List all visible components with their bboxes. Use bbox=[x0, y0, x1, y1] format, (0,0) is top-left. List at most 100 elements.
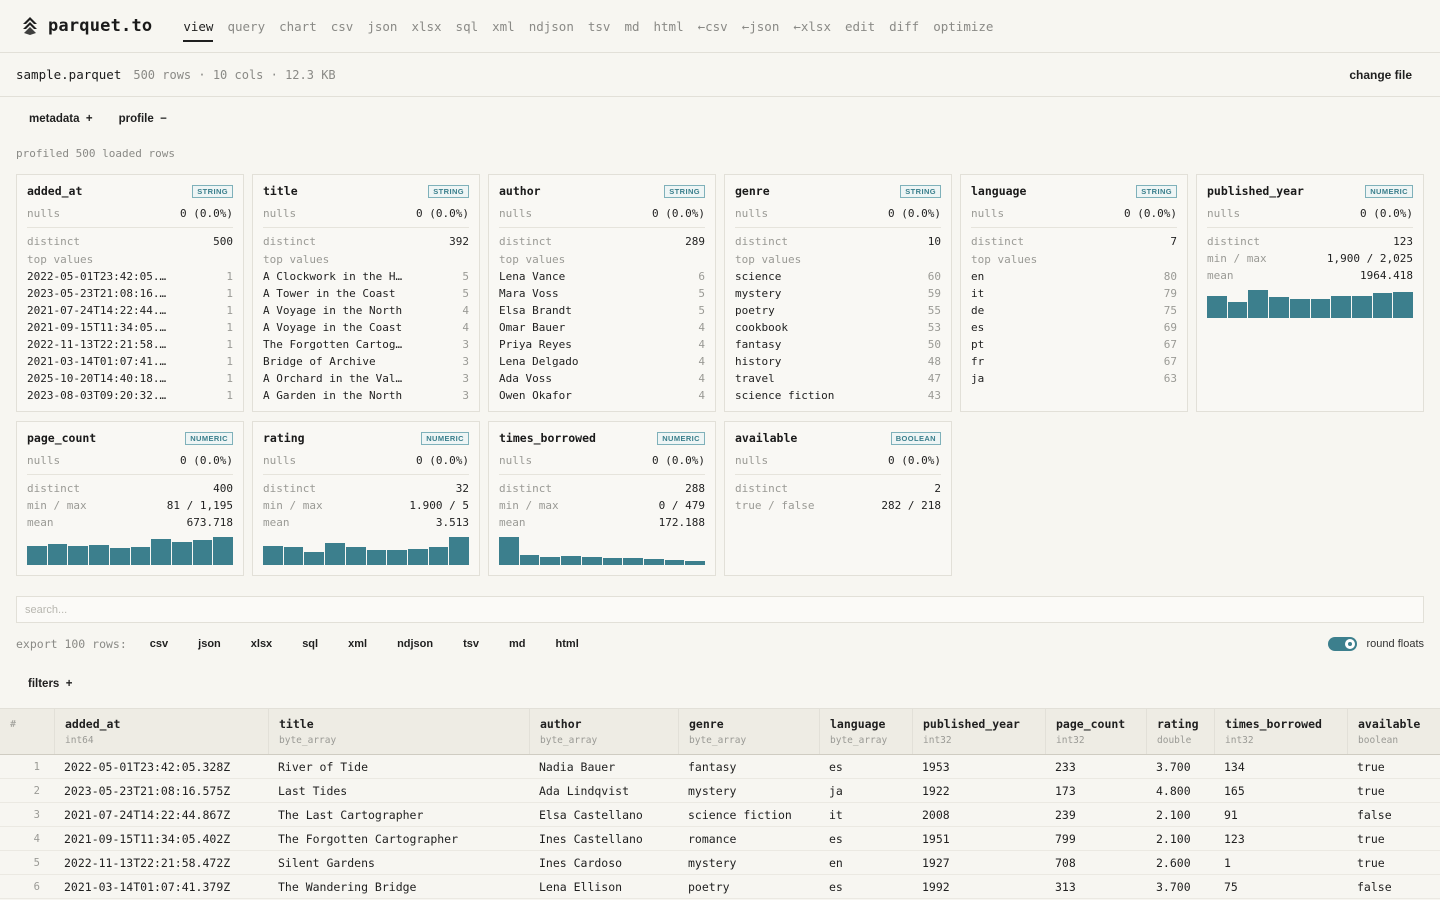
table-cell: 165 bbox=[1224, 783, 1245, 798]
nav-item-7[interactable]: xml bbox=[492, 18, 515, 34]
table-cell: false bbox=[1357, 879, 1392, 894]
nulls-value: 0 (0.0%) bbox=[416, 207, 469, 220]
export-md-button[interactable]: md bbox=[509, 638, 526, 650]
nav-item-12[interactable]: ←csv bbox=[697, 18, 728, 34]
table-cell: 123 bbox=[1224, 831, 1245, 846]
nav-item-15[interactable]: edit bbox=[845, 18, 876, 34]
nav-item-16[interactable]: diff bbox=[889, 18, 920, 34]
brand[interactable]: parquet.to bbox=[20, 16, 152, 36]
nav-item-0[interactable]: view bbox=[176, 0, 220, 53]
nulls-stat: nulls 0 (0.0%) bbox=[499, 205, 705, 222]
filters-toggle[interactable]: filters + bbox=[28, 678, 73, 690]
export-xml-button[interactable]: xml bbox=[348, 638, 368, 650]
nav-item-9[interactable]: tsv bbox=[587, 18, 611, 34]
index-header-label: # bbox=[10, 719, 17, 730]
export-ndjson-button[interactable]: ndjson bbox=[397, 638, 434, 650]
divider bbox=[499, 227, 705, 228]
table-cell: The Forgotten Cartographer bbox=[278, 831, 459, 846]
nav-item-5[interactable]: xlsx bbox=[411, 18, 442, 34]
column-header-language[interactable]: language byte_array bbox=[819, 709, 912, 754]
top-value-row: history 48 bbox=[735, 353, 941, 370]
data-table: # added_at int64 title byte_array author byte_… bbox=[0, 708, 1440, 899]
distinct-value: 392 bbox=[449, 235, 469, 248]
top-value-count: 1 bbox=[226, 287, 233, 300]
table-row[interactable]: 3 2021-07-24T14:22:44.867Z The Last Cartog… bbox=[0, 803, 1440, 827]
table-row[interactable]: 5 2022-11-13T22:21:58.472Z Silent Gardens I… bbox=[0, 851, 1440, 875]
export-html-button[interactable]: html bbox=[555, 638, 579, 650]
metadata-toggle[interactable]: metadata + bbox=[29, 113, 93, 125]
histogram-bar bbox=[130, 547, 151, 565]
nav-item-6[interactable]: sql bbox=[455, 18, 479, 34]
table-cell: 233 bbox=[1055, 759, 1076, 774]
round-floats-toggle[interactable] bbox=[1327, 637, 1357, 651]
export-json-button[interactable]: json bbox=[198, 638, 221, 650]
top-value-row: Elsa Brandt 5 bbox=[499, 302, 705, 319]
nulls-value: 0 (0.0%) bbox=[1124, 207, 1177, 220]
top-value-row: fantasy 50 bbox=[735, 336, 941, 353]
change-file-button[interactable]: change file bbox=[1349, 67, 1412, 82]
top-value-text: Lena Delgado bbox=[499, 355, 579, 368]
nav-item-2[interactable]: chart bbox=[279, 18, 317, 34]
export-tsv-button[interactable]: tsv bbox=[463, 638, 480, 650]
column-name: page_count bbox=[27, 431, 97, 445]
card-header: added_at STRING bbox=[27, 183, 233, 199]
top-value-row: Lena Delgado 4 bbox=[499, 353, 705, 370]
column-header-added_at[interactable]: added_at int64 bbox=[54, 709, 268, 754]
table-row[interactable]: 6 2021-03-14T01:07:41.379Z The Wandering B… bbox=[0, 875, 1440, 899]
histogram-bar bbox=[1269, 297, 1289, 318]
nav-item-11[interactable]: html bbox=[653, 18, 684, 34]
divider bbox=[735, 227, 941, 228]
profile-toggle[interactable]: profile − bbox=[118, 113, 167, 125]
nav-item-1[interactable]: query bbox=[227, 18, 266, 34]
export-sql-button[interactable]: sql bbox=[302, 638, 319, 650]
column-header-published_year[interactable]: published_year int32 bbox=[912, 709, 1045, 754]
nav-item-3[interactable]: csv bbox=[330, 18, 354, 34]
top-value-row: 2021-09-15T11:34:05.… 1 bbox=[27, 319, 233, 336]
top-value-text: it bbox=[971, 287, 985, 300]
table-row[interactable]: 4 2021-09-15T11:34:05.402Z The Forgotten C… bbox=[0, 827, 1440, 851]
profile-card-rating: rating NUMERIC nulls 0 (0.0%) distinct 32 min … bbox=[252, 421, 480, 576]
column-header-rating[interactable]: rating double bbox=[1146, 709, 1214, 754]
top-value-row: travel 47 bbox=[735, 370, 941, 387]
table-cell: 2008 bbox=[922, 807, 950, 822]
column-header-title[interactable]: title byte_array bbox=[268, 709, 529, 754]
export-xlsx-button[interactable]: xlsx bbox=[250, 638, 273, 650]
table-cell: romance bbox=[688, 831, 737, 846]
table-cell: Elsa Castellano bbox=[539, 807, 643, 822]
top-value-text: poetry bbox=[735, 304, 775, 317]
column-header-page_count[interactable]: page_count int32 bbox=[1045, 709, 1146, 754]
column-header-times_borrowed[interactable]: times_borrowed int32 bbox=[1214, 709, 1347, 754]
nulls-value: 0 (0.0%) bbox=[888, 454, 941, 467]
histogram-bar bbox=[1331, 296, 1351, 318]
table-cell: Last Tides bbox=[278, 783, 348, 798]
top-value-count: 67 bbox=[1163, 355, 1177, 368]
export-csv-button[interactable]: csv bbox=[149, 638, 169, 650]
nav-item-14[interactable]: ←xlsx bbox=[793, 18, 831, 34]
table-cell: 3.700 bbox=[1156, 879, 1191, 894]
nav-item-8[interactable]: ndjson bbox=[528, 18, 574, 34]
nav-item-10[interactable]: md bbox=[624, 18, 640, 34]
histogram-bar bbox=[407, 548, 428, 565]
table-row[interactable]: 2 2023-05-23T21:08:16.575Z Last Tides Ada L… bbox=[0, 779, 1440, 803]
column-header-author[interactable]: author byte_array bbox=[529, 709, 678, 754]
minmax-value: 1.900 / 5 bbox=[409, 499, 469, 512]
column-header-available[interactable]: available boolean bbox=[1347, 709, 1440, 754]
minmax-stat: min / max 1.900 / 5 bbox=[263, 497, 469, 514]
top-value-count: 5 bbox=[698, 304, 705, 317]
nav-item-13[interactable]: ←json bbox=[741, 18, 780, 34]
nav-item-17[interactable]: optimize bbox=[933, 18, 994, 34]
search-input[interactable] bbox=[25, 603, 1423, 616]
nulls-value: 0 (0.0%) bbox=[180, 454, 233, 467]
profiled-label: profiled 500 loaded rows bbox=[16, 147, 175, 160]
histogram-bar bbox=[1227, 301, 1248, 318]
nav-item-4[interactable]: json bbox=[367, 18, 398, 34]
column-header-genre[interactable]: genre byte_array bbox=[678, 709, 819, 754]
histogram-bar bbox=[664, 560, 685, 565]
top-values-label: top values bbox=[27, 253, 94, 266]
top-value-row: 2023-05-23T21:08:16.… 1 bbox=[27, 285, 233, 302]
table-row[interactable]: 1 2022-05-01T23:42:05.328Z River of Tide Na… bbox=[0, 755, 1440, 779]
nulls-label: nulls bbox=[735, 207, 769, 220]
table-cell: es bbox=[829, 759, 843, 774]
top-value-text: 2025-10-20T14:40:18.… bbox=[27, 372, 167, 385]
top-value-count: 4 bbox=[698, 338, 705, 351]
